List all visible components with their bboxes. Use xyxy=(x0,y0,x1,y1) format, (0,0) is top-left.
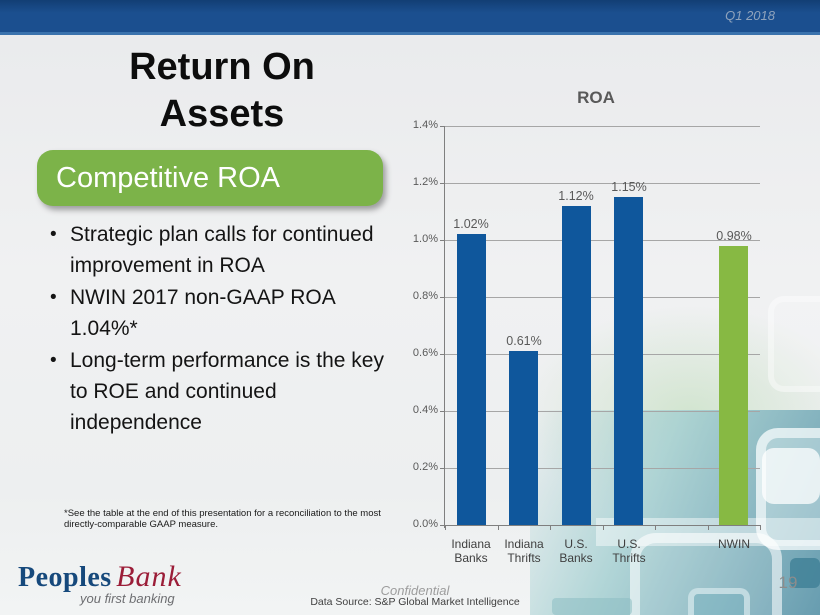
chart-gridline xyxy=(445,126,760,127)
page-number: 19 xyxy=(778,573,798,592)
chart-gridline xyxy=(445,468,760,469)
bar-nwin xyxy=(719,246,748,525)
chart-y-tick-label: 0.2% xyxy=(412,461,438,473)
chart-y-tick-label: 1.4% xyxy=(412,119,438,131)
chart-x-axis xyxy=(444,525,761,526)
chart-category-label: Indiana Thrifts xyxy=(504,537,544,565)
subtitle-banner-label: Competitive ROA xyxy=(56,161,281,194)
quarter-label: Q1 2018 xyxy=(725,8,775,23)
decor-square-teal xyxy=(790,558,820,588)
chart-x-tick xyxy=(445,526,446,530)
decor-strip xyxy=(552,598,632,615)
chart-gridline xyxy=(445,354,760,355)
bullet-item: Long-term performance is the key to ROE … xyxy=(46,345,406,438)
footnote: *See the table at the end of this presen… xyxy=(64,508,381,530)
chart-title: ROA xyxy=(577,88,615,107)
chart-x-tick xyxy=(603,526,604,530)
chart-y-tick xyxy=(440,468,444,469)
chart-y-tick xyxy=(440,525,444,526)
page-title: Return On Assets xyxy=(129,46,315,136)
subtitle-banner: Competitive ROA xyxy=(37,150,383,206)
chart-y-tick xyxy=(440,183,444,184)
chart-x-tick xyxy=(655,526,656,530)
bar-u-s-banks xyxy=(562,206,591,525)
header-bar: Q1 2018 xyxy=(0,0,820,32)
bar-indiana-thrifts xyxy=(509,351,538,525)
confidential-label: Confidential xyxy=(380,583,450,598)
chart-y-tick-label: 1.2% xyxy=(412,176,438,188)
chart-y-tick-label: 0.6% xyxy=(412,347,438,359)
decor-square-small xyxy=(688,588,750,615)
chart-x-tick xyxy=(498,526,499,530)
bullet-list: Strategic plan calls for continued impro… xyxy=(46,219,406,439)
chart-x-tick xyxy=(708,526,709,530)
chart-gridline xyxy=(445,240,760,241)
logo-wordmark: Peoples Bank xyxy=(18,560,218,594)
chart-y-tick xyxy=(440,126,444,127)
chart-category-label: U.S. Banks xyxy=(559,537,593,565)
decor-square-big xyxy=(630,533,782,615)
data-source-label: Data Source: S&P Global Market Intellige… xyxy=(310,596,520,608)
header-bar-edge xyxy=(0,32,820,35)
chart-category-label: U.S. Thrifts xyxy=(612,537,646,565)
bar-indiana-banks xyxy=(457,234,486,525)
chart-y-tick xyxy=(440,297,444,298)
bar-value-label: 1.15% xyxy=(611,180,647,194)
chart-y-tick-label: 0.0% xyxy=(412,518,438,530)
chart-y-tick-label: 0.8% xyxy=(412,290,438,302)
bar-value-label: 0.98% xyxy=(716,229,752,243)
company-logo: Peoples Bank you first banking xyxy=(18,560,218,606)
bullet-item: NWIN 2017 non-GAAP ROA 1.04%* xyxy=(46,282,406,344)
logo-name-primary: Peoples xyxy=(18,562,112,593)
chart-category-label: Indiana Banks xyxy=(451,537,491,565)
chart-y-tick-label: 0.4% xyxy=(412,404,438,416)
chart-gridline xyxy=(445,297,760,298)
bar-u-s-thrifts xyxy=(614,197,643,525)
bullet-item: Strategic plan calls for continued impro… xyxy=(46,219,406,281)
chart-gridline xyxy=(445,183,760,184)
logo-tagline: you first banking xyxy=(80,591,175,606)
bar-value-label: 1.12% xyxy=(558,189,594,203)
chart-plot: 0.0% 0.2% 0.4% 0.6% 0.8% 1.0% 1.2% 1.4% Indiana … xyxy=(413,119,761,565)
decor-square-bright xyxy=(762,448,820,504)
chart-y-tick xyxy=(440,354,444,355)
chart-x-tick xyxy=(550,526,551,530)
decor-square-faint xyxy=(768,296,820,392)
logo-name-secondary: Bank xyxy=(116,560,182,593)
bar-value-label: 1.02% xyxy=(453,217,489,231)
chart-y-axis xyxy=(444,126,445,528)
chart-y-tick xyxy=(440,240,444,241)
chart-y-tick-label: 1.0% xyxy=(412,233,438,245)
chart-y-tick xyxy=(440,411,444,412)
chart-category-label: NWIN xyxy=(718,537,750,551)
chart-x-tick xyxy=(760,526,761,530)
chart-gridline xyxy=(445,411,760,412)
bar-value-label: 0.61% xyxy=(506,334,542,348)
